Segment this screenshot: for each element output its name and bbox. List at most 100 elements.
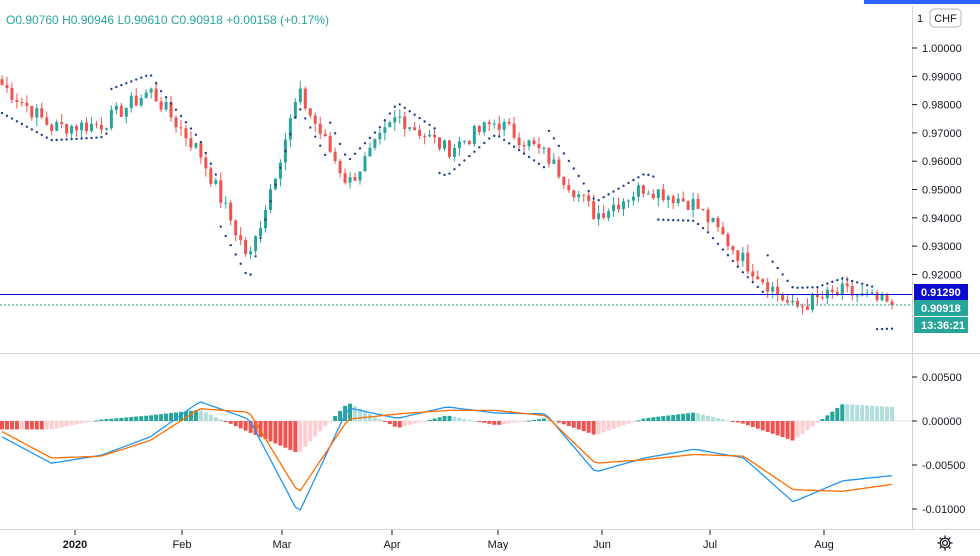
- sar-dot: [453, 168, 456, 171]
- macd-histogram-bar: [492, 421, 497, 425]
- macd-histogram-bar: [243, 421, 248, 431]
- candle-body: [348, 177, 352, 183]
- price-tick-label: 0.99000: [922, 71, 962, 83]
- sar-dot: [120, 83, 123, 87]
- time-axis: 2020 Feb Mar Apr May Jun Jul Aug: [63, 530, 834, 551]
- candle-body: [60, 122, 64, 124]
- sar-dot: [811, 286, 814, 289]
- candle-body: [522, 145, 526, 147]
- candle-body: [651, 193, 655, 199]
- macd-histogram-bar: [556, 421, 561, 423]
- macd-histogram-bar: [298, 421, 303, 452]
- sar-dot: [194, 133, 198, 137]
- candle-body: [328, 136, 332, 152]
- macd-histogram-bar: [34, 421, 39, 430]
- top-bar: [0, 0, 980, 6]
- candle-body: [288, 118, 292, 140]
- countdown-label: 13:36:21: [921, 320, 965, 332]
- macd-histogram-bar: [397, 421, 402, 428]
- sar-dot: [483, 141, 486, 145]
- macd-histogram-bar: [825, 415, 830, 421]
- sar-dot: [388, 112, 392, 115]
- sar-dot: [204, 151, 208, 155]
- candle-body: [582, 194, 586, 196]
- sar-dot: [304, 117, 307, 120]
- macd-histogram-bar: [541, 418, 546, 421]
- macd-histogram-bar: [303, 421, 308, 447]
- macd-histogram-bar: [646, 417, 651, 421]
- macd-histogram-bar: [59, 421, 64, 428]
- sar-dot: [781, 273, 784, 276]
- candle-body: [40, 108, 44, 118]
- macd-histogram-bar: [447, 415, 452, 421]
- macd-histogram-bar: [755, 421, 760, 429]
- sar-dot: [542, 166, 546, 169]
- candle-body: [104, 128, 108, 130]
- macd-histogram-bar: [169, 413, 174, 421]
- candle-body: [0, 79, 4, 85]
- sar-dot: [154, 82, 158, 85]
- macd-histogram-bar: [39, 421, 44, 430]
- macd-histogram-bar: [253, 421, 258, 435]
- macd-histogram-bar: [0, 421, 4, 430]
- macd-histogram-bar: [149, 415, 154, 421]
- candle-body: [149, 88, 153, 93]
- macd-histogram-bar: [223, 421, 228, 422]
- time-tick-label: May: [488, 539, 509, 551]
- sar-dot: [507, 142, 511, 145]
- macd-histogram-bar: [711, 416, 716, 421]
- candle-body: [771, 286, 775, 292]
- candle-body: [393, 117, 397, 123]
- line-level-tag: [914, 284, 968, 300]
- candle-body: [224, 202, 228, 204]
- macd-histogram-bar: [835, 407, 840, 421]
- macd-histogram-bar: [790, 421, 795, 441]
- sar-dot: [30, 128, 34, 131]
- candle-body: [835, 291, 839, 294]
- macd-histogram-bar: [855, 404, 860, 421]
- macd-histogram-bar: [104, 419, 109, 421]
- sar-dot: [179, 114, 183, 118]
- candle-body: [746, 252, 750, 272]
- macd-histogram-bar: [174, 412, 179, 421]
- candle-body: [796, 300, 800, 307]
- candle-body: [820, 297, 824, 299]
- sar-dot: [55, 138, 58, 142]
- gear-icon[interactable]: [936, 534, 954, 552]
- candle-body: [562, 176, 566, 185]
- candle-body: [537, 144, 541, 149]
- sar-dot: [493, 134, 496, 138]
- currency-badge[interactable]: [929, 8, 962, 28]
- candle-body: [244, 239, 248, 255]
- sar-dot: [468, 154, 471, 158]
- macd-histogram-bar: [601, 421, 606, 433]
- candle-body: [497, 123, 501, 130]
- candle-body: [592, 201, 596, 219]
- sar-dot: [40, 133, 43, 137]
- candle-body: [239, 235, 243, 240]
- candle-body: [323, 133, 327, 137]
- macd-histogram-bar: [129, 416, 134, 421]
- sar-dot: [164, 96, 168, 99]
- macd-histogram-bar: [606, 421, 611, 431]
- candle-body: [80, 122, 84, 131]
- sar-dot: [299, 108, 302, 111]
- sar-dot: [552, 137, 556, 140]
- macd-histogram-bar: [815, 421, 820, 423]
- macd-histogram-bar: [69, 421, 74, 426]
- sar-dot: [10, 117, 14, 120]
- candle-body: [338, 161, 342, 174]
- macd-histogram-bar: [79, 421, 84, 424]
- macd-histogram-bar: [154, 414, 159, 421]
- sar-dot: [498, 135, 501, 138]
- sar-dot: [786, 279, 789, 283]
- sar-dot: [806, 286, 809, 289]
- sar-dot: [577, 174, 580, 178]
- candle-body: [259, 228, 263, 237]
- price-tick-label: 0.98000: [922, 100, 962, 112]
- sar-dot: [184, 121, 188, 124]
- sar-dot: [338, 142, 342, 146]
- sar-dot: [378, 126, 382, 129]
- sar-dot: [314, 135, 317, 138]
